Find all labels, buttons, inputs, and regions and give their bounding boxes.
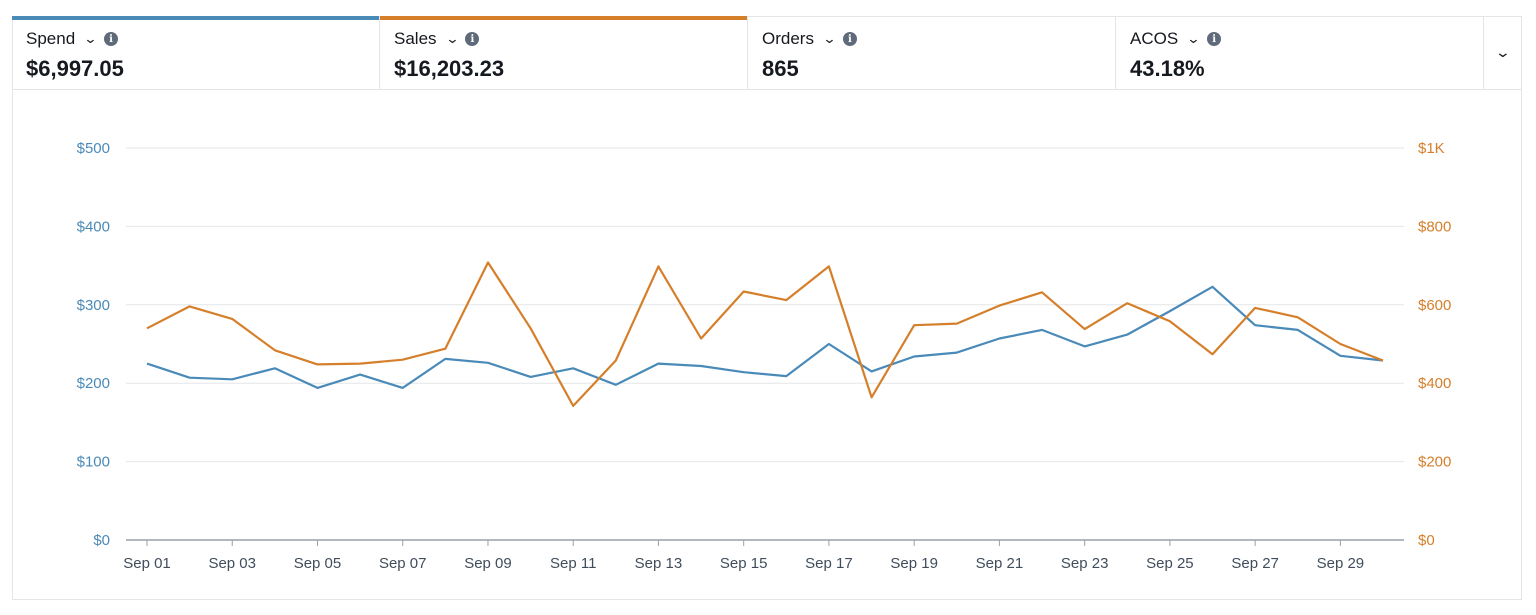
chevron-down-icon[interactable]: ⌄ [1186,31,1201,46]
metric-value: $6,997.05 [26,56,124,81]
metric-value: 43.18% [1130,56,1205,81]
x-tick-label: Sep 21 [976,555,1024,572]
x-tick-label: Sep 09 [464,555,512,572]
info-icon[interactable]: i [104,32,119,46]
x-tick-label: Sep 17 [805,555,853,572]
x-tick-label: Sep 15 [720,555,768,572]
series-line-spend [146,285,1384,389]
metric-label: Orders [762,29,814,48]
metric-label: Spend [26,29,76,48]
metric-label: ACOS [1130,29,1179,48]
info-icon[interactable]: i [842,32,857,46]
metric-value: 865 [762,56,799,81]
x-tick-label: Sep 23 [1061,555,1109,572]
metric-tile-acos[interactable]: ACOS ⌄ i 43.18% [1116,16,1484,90]
metric-tiles: Spend ⌄ i $6,997.05 Sales ⌄ i $16,203.23… [12,16,1484,90]
y-right-tick-label: $1K [1418,140,1445,157]
expand-metrics-button[interactable]: ⌄ [1484,16,1522,90]
chevron-down-icon[interactable]: ⌄ [444,31,460,46]
y-left-tick-label: $0 [93,532,110,549]
x-tick-label: Sep 29 [1317,555,1365,572]
x-tick-label: Sep 27 [1231,555,1279,572]
info-icon[interactable]: i [465,32,480,46]
metric-label: Sales [394,29,437,48]
y-left-tick-label: $200 [77,375,110,392]
y-left-tick-label: $100 [77,454,110,471]
series-line-sales [146,261,1384,407]
metric-value: $16,203.23 [394,56,505,81]
y-right-tick-label: $400 [1418,375,1451,392]
y-right-tick-label: $800 [1418,218,1451,235]
y-right-tick-label: $600 [1418,297,1451,314]
x-tick-label: Sep 19 [890,555,938,572]
chevron-down-icon: ⌄ [1494,44,1512,60]
x-tick-label: Sep 07 [379,555,427,572]
metric-color-bar-spend [12,16,379,20]
chart-panel [12,16,1522,600]
x-tick-label: Sep 13 [635,555,683,572]
x-tick-label: Sep 11 [550,555,596,572]
x-tick-label: Sep 01 [123,555,171,572]
chevron-down-icon[interactable]: ⌄ [822,31,837,46]
x-tick-label: Sep 05 [294,555,342,572]
metric-color-bar-sales [380,16,747,20]
y-right-tick-label: $0 [1418,532,1435,549]
metric-tile-orders[interactable]: Orders ⌄ i 865 [748,16,1116,90]
metric-tile-spend[interactable]: Spend ⌄ i $6,997.05 [12,16,380,90]
x-tick-label: Sep 25 [1146,555,1194,572]
info-icon[interactable]: i [1207,32,1222,46]
x-tick-label: Sep 03 [208,555,256,572]
y-left-tick-label: $400 [77,218,110,235]
metric-tile-sales[interactable]: Sales ⌄ i $16,203.23 [380,16,748,90]
y-left-tick-label: $300 [77,297,110,314]
y-left-tick-label: $500 [77,140,110,157]
y-right-tick-label: $200 [1418,454,1451,471]
chevron-down-icon[interactable]: ⌄ [83,31,98,46]
